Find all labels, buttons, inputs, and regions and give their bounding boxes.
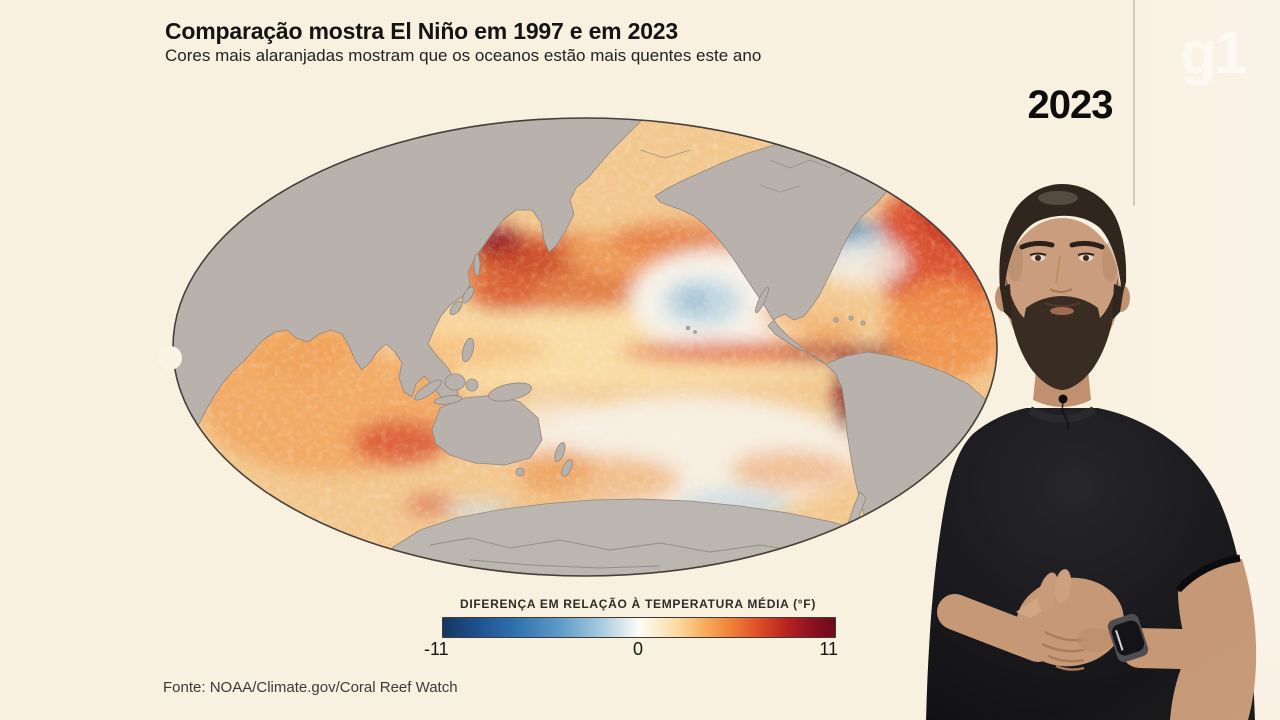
- wall-corner-line: [1133, 0, 1135, 206]
- presenter: [926, 184, 1257, 720]
- year-label: 2023: [1027, 83, 1114, 127]
- presenter-face: [995, 184, 1130, 390]
- lavalier-mic: [1058, 394, 1068, 404]
- legend-title: DIFERENÇA EM RELAÇÃO À TEMPERATURA MÉDIA…: [459, 597, 817, 611]
- map-edge-notch: [158, 346, 182, 370]
- presenter-hands: [1016, 569, 1124, 671]
- page-subtitle: Cores mais alaranjadas mostram que os oc…: [165, 46, 762, 65]
- legend-tick-max: 11: [819, 639, 838, 659]
- legend-colorbar: [442, 617, 836, 638]
- page-title: Comparação mostra El Niño em 1997 e em 2…: [165, 18, 678, 44]
- g1-logo: g1: [1180, 19, 1247, 86]
- legend-tick-zero: 0: [632, 639, 643, 659]
- smartwatch: [1107, 613, 1149, 663]
- legend-tick-min: -11: [424, 639, 449, 659]
- land-australia: [431, 394, 543, 466]
- land-greenland: [901, 139, 981, 203]
- presenter-right-forearm: [1120, 628, 1245, 670]
- collar: [1028, 406, 1096, 423]
- right-sleeve-hem: [1175, 554, 1241, 593]
- map-ellipse-group: [158, 117, 998, 577]
- source-credit: Fonte: NOAA/Climate.gov/Coral Reef Watch: [163, 679, 458, 696]
